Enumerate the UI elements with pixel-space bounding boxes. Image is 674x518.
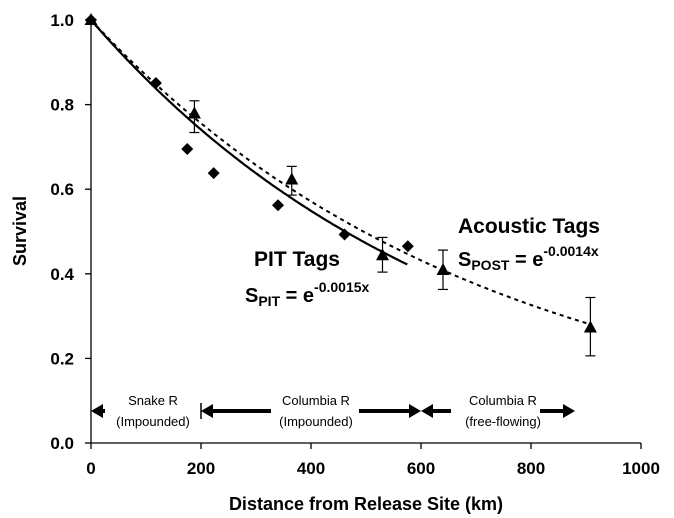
x-axis-title: Distance from Release Site (km) xyxy=(229,494,503,514)
x-tick-label: 1000 xyxy=(622,459,660,478)
acoustic-triangle-point xyxy=(187,106,201,119)
y-axis-title: Survival xyxy=(10,196,30,266)
pit-eq-sup: -0.0015x xyxy=(314,279,369,295)
x-tick-label: 0 xyxy=(86,459,95,478)
acoustic-eq-base: S xyxy=(458,249,471,271)
pit-eq-mid: = e xyxy=(280,285,314,307)
data-points xyxy=(84,13,597,333)
acoustic-triangle-point xyxy=(285,172,299,185)
acoustic-triangle-point xyxy=(436,262,450,275)
pit-title: PIT Tags xyxy=(254,248,340,271)
y-tick-label: 0.4 xyxy=(50,265,74,284)
region-label-line1: Columbia R xyxy=(282,393,350,408)
region-label-line1: Columbia R xyxy=(469,393,537,408)
acoustic-equation: SPOST = e-0.0014x xyxy=(458,243,599,273)
free-flowing-left-arrow-head xyxy=(421,404,433,418)
pit-diamond-point xyxy=(181,143,194,156)
y-tick-label: 0.8 xyxy=(50,96,74,115)
pit-diamond-point xyxy=(207,167,220,180)
y-tick-label: 0.0 xyxy=(50,434,74,453)
x-tick-label: 400 xyxy=(297,459,325,478)
acoustic-triangle-point xyxy=(583,320,597,333)
region-label-line1: Snake R xyxy=(128,393,178,408)
acoustic-eq-mid: = e xyxy=(509,249,543,271)
region-label-line2: (free-flowing) xyxy=(465,414,541,429)
region-label-line2: (Impounded) xyxy=(116,414,190,429)
pit-diamond-point xyxy=(338,228,351,241)
acoustic-eq-sup: -0.0014x xyxy=(543,243,598,259)
y-tick-label: 1.0 xyxy=(50,11,74,30)
axes xyxy=(90,20,641,444)
acoustic-title: Acoustic Tags xyxy=(458,215,600,238)
acoustic-fit-curve xyxy=(90,19,592,326)
x-tick-label: 800 xyxy=(517,459,545,478)
fit-curves xyxy=(90,19,592,326)
acoustic-triangle-point xyxy=(84,13,98,25)
ticks: 0 200 400 600 800 1000 0.0 0.2 0.4 0.6 0.8 1.0 xyxy=(50,11,660,478)
pit-equation: SPIT = e-0.0015x xyxy=(245,279,370,309)
free-flowing-right-arrow-head xyxy=(563,404,575,418)
pit-eq-base: S xyxy=(245,285,258,307)
snake-region-left-arrow-head xyxy=(91,404,103,418)
acoustic-eq-sub: POST xyxy=(471,257,510,273)
pit-diamond-point xyxy=(149,77,162,90)
pit-fit-curve xyxy=(90,19,408,266)
acoustic-annotation: Acoustic Tags SPOST = e-0.0014x xyxy=(458,215,600,273)
y-tick-label: 0.6 xyxy=(50,180,74,199)
columbia-impounded-left-arrow-head xyxy=(201,404,213,418)
x-tick-label: 600 xyxy=(407,459,435,478)
pit-diamond-point xyxy=(401,240,414,253)
y-tick-label: 0.2 xyxy=(50,349,74,368)
acoustic-triangle-point xyxy=(376,248,389,261)
pit-eq-sub: PIT xyxy=(258,293,280,309)
pit-annotation: PIT Tags SPIT = e-0.0015x xyxy=(245,248,370,309)
x-tick-label: 200 xyxy=(187,459,215,478)
region-label-line2: (Impounded) xyxy=(279,414,353,429)
columbia-impounded-right-arrow-head xyxy=(409,404,421,418)
river-regions: Snake R (Impounded) Columbia R (Impounded) C… xyxy=(91,393,575,429)
pit-diamond-point xyxy=(272,199,284,212)
